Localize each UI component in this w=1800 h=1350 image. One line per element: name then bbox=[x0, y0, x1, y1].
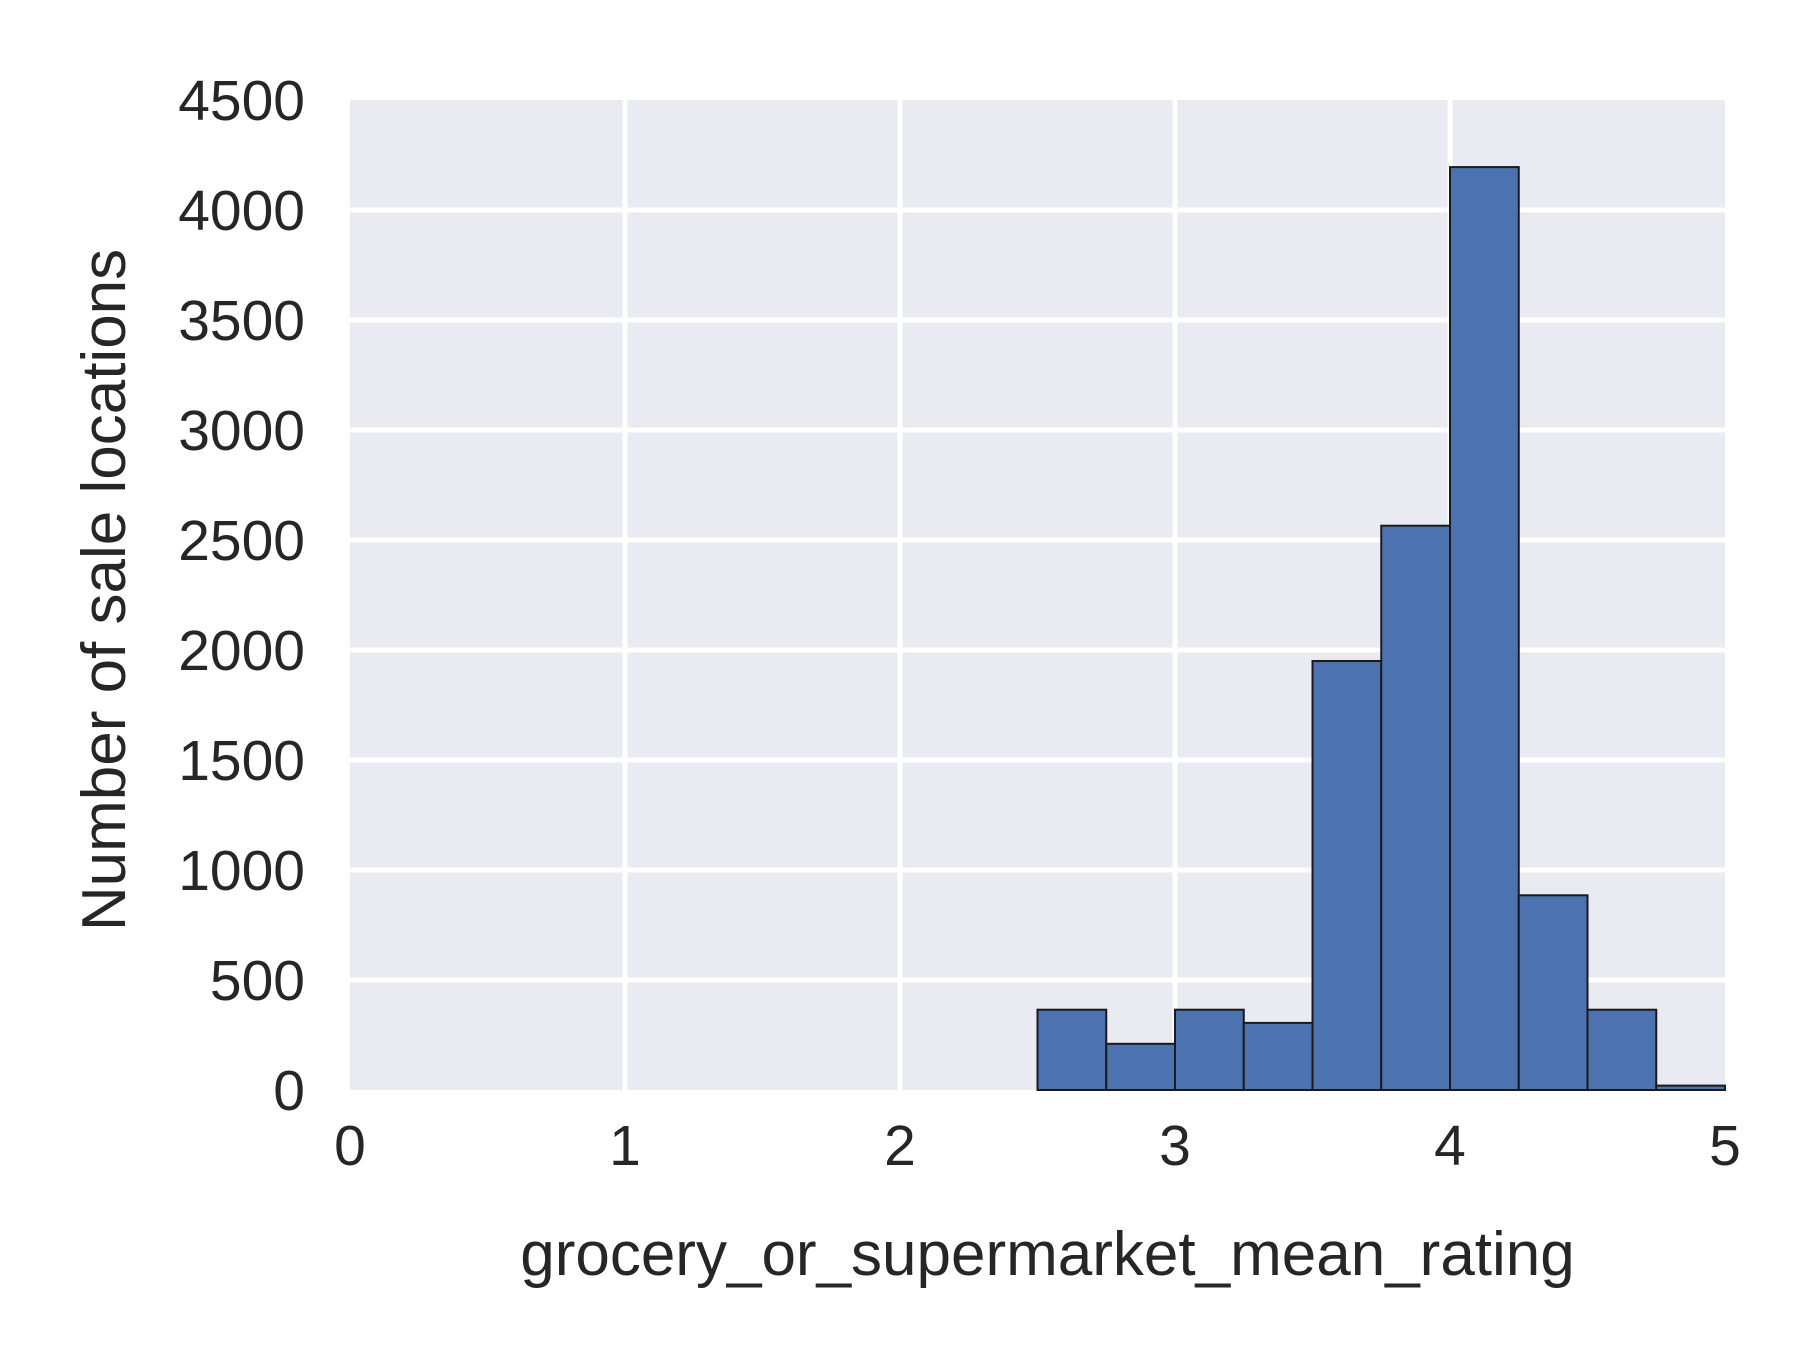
y-tick-label: 1000 bbox=[178, 839, 305, 903]
x-axis-label: grocery_or_supermarket_mean_rating bbox=[520, 1220, 1575, 1289]
histogram-bar bbox=[1380, 524, 1451, 1091]
x-tick-label: 4 bbox=[1434, 1114, 1466, 1178]
histogram-bar bbox=[1311, 660, 1383, 1091]
x-tick-label: 0 bbox=[334, 1114, 366, 1178]
histogram-bar bbox=[1174, 1008, 1245, 1092]
x-axis-tick-labels: 0 1 2 3 4 5 bbox=[334, 1114, 1741, 1178]
x-tick-label: 5 bbox=[1709, 1114, 1741, 1178]
histogram-bar bbox=[1655, 1084, 1726, 1091]
histogram-bar bbox=[1242, 1021, 1314, 1092]
histogram-bar bbox=[1036, 1008, 1108, 1092]
y-axis-tick-labels: 0 500 1000 1500 2000 2500 3000 3500 4000 4500 bbox=[178, 69, 305, 1123]
x-tick-label: 2 bbox=[884, 1114, 916, 1178]
y-tick-label: 3500 bbox=[178, 289, 305, 353]
histogram-bar bbox=[1105, 1042, 1176, 1092]
y-tick-label: 3000 bbox=[178, 399, 305, 463]
x-tick-label: 3 bbox=[1159, 1114, 1191, 1178]
y-tick-label: 2000 bbox=[178, 619, 305, 683]
histogram-bar bbox=[1586, 1008, 1658, 1092]
y-tick-label: 0 bbox=[273, 1059, 305, 1123]
y-tick-label: 4500 bbox=[178, 69, 305, 133]
y-tick-label: 4000 bbox=[178, 179, 305, 243]
y-tick-label: 2500 bbox=[178, 509, 305, 573]
histogram-bar bbox=[1517, 894, 1589, 1091]
y-tick-label: 500 bbox=[210, 949, 305, 1013]
y-axis-label: Number of sale locations bbox=[70, 249, 139, 931]
y-tick-label: 1500 bbox=[178, 729, 305, 793]
histogram-bars bbox=[1036, 166, 1726, 1092]
histogram-bar bbox=[1449, 166, 1520, 1092]
x-tick-label: 1 bbox=[609, 1114, 641, 1178]
